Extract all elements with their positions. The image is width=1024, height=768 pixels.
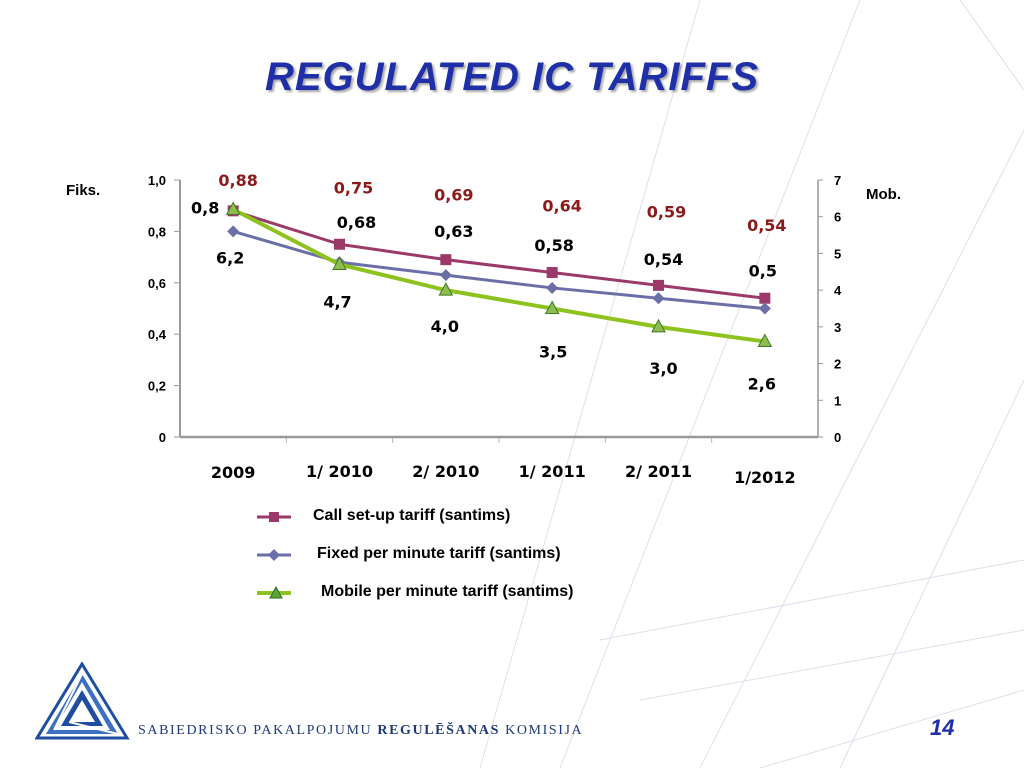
legend-marker-diamond-icon: [257, 549, 291, 561]
footer-org-part2: KOMISIJA: [505, 723, 584, 738]
data-label-triangle: 3,5: [539, 343, 567, 362]
data-label-triangle: 3,0: [649, 359, 677, 378]
legend-item-fixed-minute: Fixed per minute tariff (santims): [255, 543, 675, 567]
data-label-triangle: 4,0: [431, 317, 459, 336]
data-point-triangle: [544, 300, 560, 314]
chart-axes: 0 0,2 0,4 0,6 0,8 1,0 0 1 2 3 4 5 6 7 Fiks. Mob. 2009 1/ …: [66, 173, 901, 487]
data-label-square: 0,75: [334, 178, 373, 197]
legend-label-mobile-minute: Mobile per minute tariff (santims): [321, 583, 574, 600]
left-axis-label: Fiks.: [66, 182, 100, 199]
page-number: 14: [930, 715, 955, 740]
category-label: 2/ 2011: [625, 462, 692, 481]
data-label-triangle: 2,6: [748, 375, 776, 394]
series-line-square: [232, 209, 766, 300]
right-tick-label: 1: [834, 393, 841, 408]
right-tick-label: 2: [834, 357, 841, 372]
right-tick-label: 6: [834, 210, 841, 225]
data-point-diamond: [758, 302, 771, 315]
data-label-square: 0,69: [434, 186, 473, 205]
data-point-diamond: [227, 225, 240, 238]
legend-label-call-setup: Call set-up tariff (santims): [313, 507, 511, 524]
chart-legend: Call set-up tariff (santims) Fixed per m…: [255, 505, 675, 615]
legend-label-fixed-minute: Fixed per minute tariff (santims): [317, 545, 561, 562]
data-point-triangle: [651, 318, 666, 333]
data-point-triangle: [757, 333, 773, 348]
legend-marker-square-icon: [257, 512, 291, 522]
data-label-triangle: 6,2: [216, 248, 244, 267]
category-label: 1/2012: [734, 468, 796, 487]
data-label-diamond: 0,63: [434, 222, 473, 241]
right-tick-label: 0: [834, 430, 841, 445]
data-point-square: [546, 267, 558, 279]
data-point-square: [440, 254, 452, 266]
left-tick-label: 0: [159, 430, 166, 445]
data-label-diamond: 0,58: [534, 236, 573, 255]
footer-organization-name: SABIEDRISKO PAKALPOJUMU REGULĒŠANAS KOMI…: [138, 723, 583, 739]
legend-item-call-setup: Call set-up tariff (santims): [255, 505, 675, 529]
data-label-diamond: 0,8: [191, 198, 219, 217]
footer-org-bold: REGULĒŠANAS: [377, 723, 501, 738]
left-tick-label: 0,4: [148, 327, 167, 342]
data-point-diamond: [652, 292, 665, 305]
right-tick-label: 7: [834, 173, 841, 188]
left-tick-label: 1,0: [148, 173, 166, 188]
data-label-diamond: 0,5: [749, 262, 777, 281]
data-label-diamond: 0,68: [337, 213, 376, 232]
series-line-diamond: [232, 229, 765, 310]
data-point-square: [653, 279, 664, 291]
footer-org-part1: SABIEDRISKO PAKALPOJUMU: [138, 723, 373, 738]
category-label: 1/ 2010: [306, 462, 373, 481]
left-tick-label: 0,2: [148, 379, 166, 394]
data-point-triangle: [225, 201, 241, 215]
right-axis-label: Mob.: [866, 186, 901, 203]
data-label-square: 0,88: [218, 171, 257, 190]
data-label-diamond: 0,54: [644, 250, 683, 269]
right-tick-label: 4: [834, 283, 842, 298]
data-label-square: 0,54: [747, 216, 786, 235]
data-label-square: 0,64: [542, 197, 581, 216]
chart-data-labels: 0,88 0,75 0,69 0,64 0,59 0,54 0,8 0,68 0,63 0,58 0…: [191, 171, 787, 394]
data-point-diamond: [439, 269, 452, 282]
data-label-triangle: 4,7: [323, 292, 351, 311]
left-tick-label: 0,8: [148, 224, 166, 239]
commission-logo-icon: [35, 662, 130, 740]
legend-item-mobile-minute: Mobile per minute tariff (santims): [255, 581, 675, 605]
legend-marker-triangle-icon: [257, 585, 291, 599]
chart-series: [225, 201, 773, 348]
right-tick-label: 5: [834, 246, 841, 261]
data-point-triangle: [332, 256, 347, 270]
data-label-square: 0,59: [647, 202, 686, 221]
data-point-diamond: [546, 281, 559, 294]
category-label: 2/ 2010: [412, 462, 479, 481]
left-tick-label: 0,6: [148, 276, 166, 291]
category-label: 1/ 2011: [519, 462, 586, 481]
category-label: 2009: [211, 463, 256, 482]
slide-title: REGULATED IC TARIFFS: [264, 55, 760, 99]
data-point-square: [334, 238, 345, 250]
data-point-square: [759, 292, 771, 304]
data-point-triangle: [438, 282, 454, 296]
right-tick-label: 3: [834, 320, 841, 335]
series-line-triangle: [232, 207, 766, 344]
